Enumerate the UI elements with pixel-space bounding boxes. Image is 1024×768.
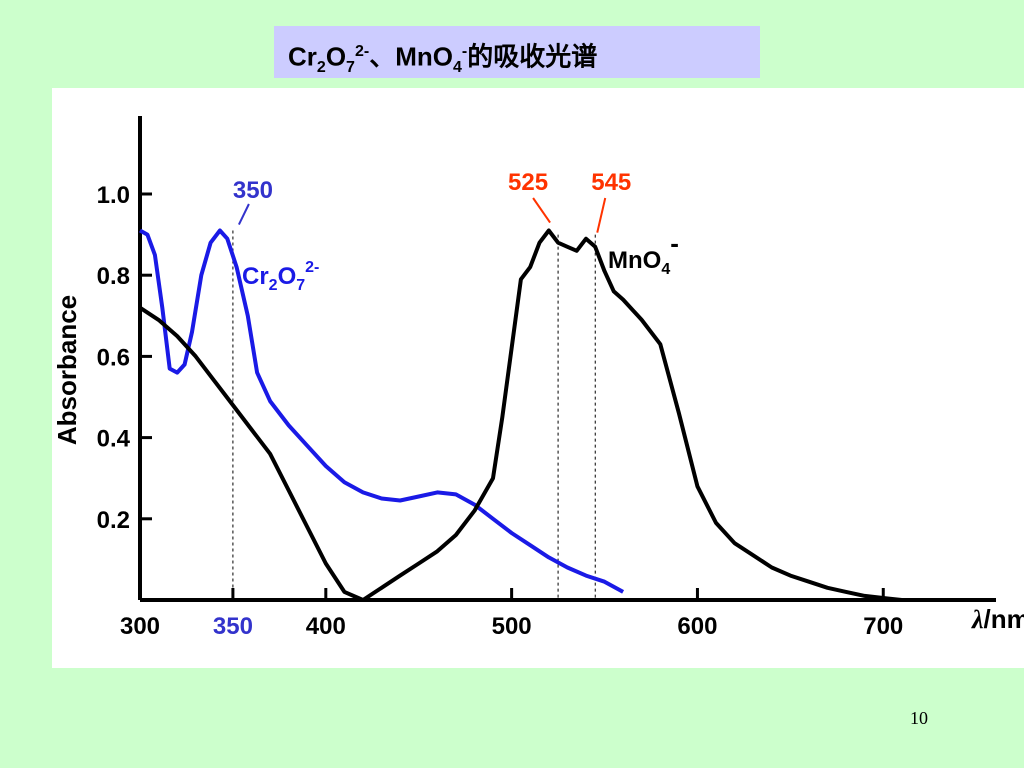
y-tick-label: 0.2	[97, 507, 130, 534]
plot-panel: 0.2 0.4 0.6 0.8 1.0 300 350 400 500 600 700 350 525 5…	[52, 88, 1024, 668]
series-label-cr2o7: Cr2O72-	[242, 259, 319, 294]
y-tick-label: 1.0	[97, 182, 130, 209]
x-tick-label: 300	[120, 613, 160, 640]
x-tick-label: 600	[677, 613, 717, 640]
absorption-chart: 0.2 0.4 0.6 0.8 1.0 300 350 400 500 600 700 350 525 5…	[52, 116, 1024, 640]
x-tick-label: 500	[492, 613, 532, 640]
series-label-mno4: MnO4-	[608, 228, 679, 278]
y-axis-title: Absorbance	[52, 295, 82, 445]
series-line	[139, 228, 625, 594]
y-tick-label: 0.8	[97, 263, 130, 290]
peak-label: 350	[233, 177, 273, 204]
x-tick-label: 700	[863, 613, 903, 640]
peak-arrow	[532, 197, 551, 224]
peak-label: 545	[591, 169, 631, 196]
x-tick-label: 350	[213, 613, 253, 640]
x-axis-title: λ/nm	[971, 604, 1024, 634]
slide-title: Cr2O72-、MnO4-的吸收光谱	[274, 26, 760, 78]
x-tick-label: 400	[306, 613, 346, 640]
peak-label: 525	[508, 169, 548, 196]
y-tick-label: 0.6	[97, 344, 130, 371]
peak-arrow	[596, 197, 607, 233]
peak-arrow	[238, 203, 250, 225]
page-number: 10	[910, 708, 928, 728]
series-line	[138, 228, 903, 602]
y-tick-label: 0.4	[97, 426, 131, 453]
